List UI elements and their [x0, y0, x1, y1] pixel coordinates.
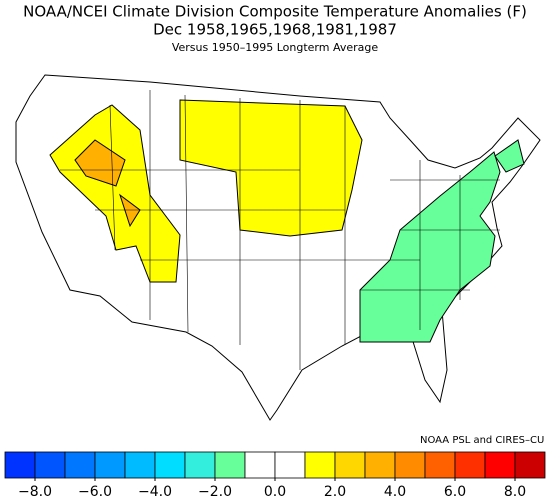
anomaly-region — [179, 99, 363, 237]
anomaly-region — [49, 104, 181, 283]
colorbar-swatch — [34, 451, 66, 479]
credit: NOAA PSL and CIRES–CU — [420, 435, 544, 446]
colorbar-tick-label: −8.0 — [18, 484, 52, 500]
colorbar-swatch — [454, 451, 486, 479]
colorbar-tick-label: −4.0 — [138, 484, 172, 500]
colorbar-tick-label: 2.0 — [324, 484, 346, 500]
colorbar-swatch — [64, 451, 96, 479]
colorbar-swatch — [394, 451, 426, 479]
colorbar-tick-label: 8.0 — [504, 484, 526, 500]
colorbar-swatch — [274, 451, 306, 479]
colorbar-swatch — [94, 451, 126, 479]
state-lines — [60, 90, 500, 370]
colorbar-tick-label: −2.0 — [198, 484, 232, 500]
colorbar-tick-label: 4.0 — [384, 484, 406, 500]
colorbar-swatch — [514, 451, 546, 479]
colorbar: −8.0 −6.0 −4.0 −2.0 0.0 2.0 4.0 6.0 8.0 — [4, 451, 546, 500]
colorbar-swatch — [424, 451, 456, 479]
colorbar-swatch — [154, 451, 186, 479]
colorbar-swatch — [184, 451, 216, 479]
anomaly-region — [359, 151, 501, 343]
colorbar-swatch — [364, 451, 396, 479]
subtitle: Dec 1958,1965,1968,1981,1987 — [153, 21, 397, 39]
colorbar-swatch — [484, 451, 516, 479]
colorbar-swatch — [334, 451, 366, 479]
colorbar-swatch — [244, 451, 276, 479]
us-outline — [15, 74, 541, 421]
us-map — [15, 74, 541, 421]
colorbar-swatch — [304, 451, 336, 479]
colorbar-tick-label: 6.0 — [444, 484, 466, 500]
colorbar-swatch — [214, 451, 246, 479]
colorbar-tick-label: 0.0 — [264, 484, 286, 500]
baseline: Versus 1950–1995 Longterm Average — [172, 41, 379, 54]
colorbar-swatch — [4, 451, 36, 479]
colorbar-swatch — [124, 451, 156, 479]
anomaly-region — [494, 139, 525, 173]
colorbar-tick-label: −6.0 — [78, 484, 112, 500]
anomaly-region — [119, 193, 141, 228]
title: NOAA/NCEI Climate Division Composite Tem… — [23, 3, 527, 21]
